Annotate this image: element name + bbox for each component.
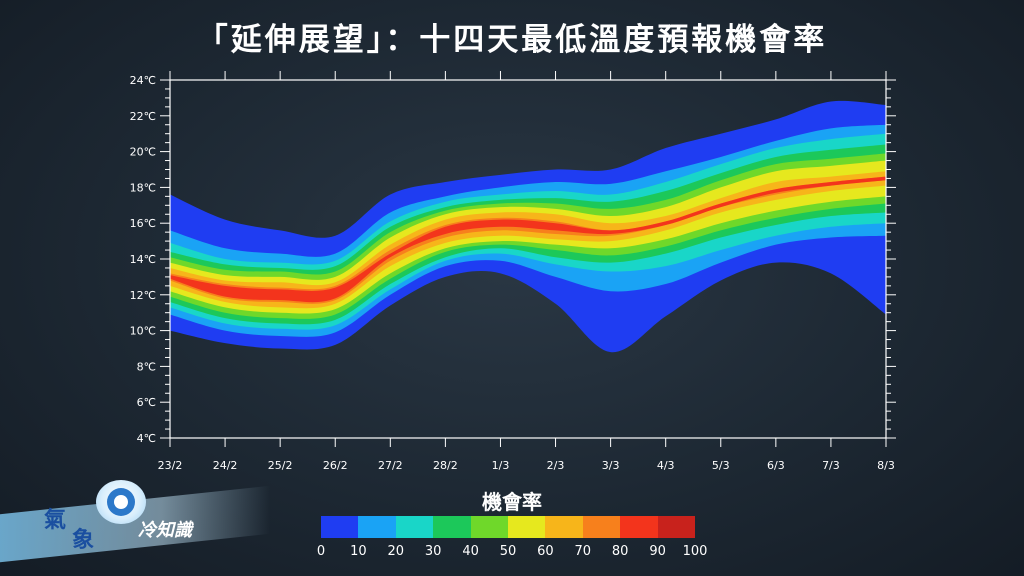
x-tick-label: 27/2 (378, 459, 403, 472)
legend-swatch (395, 516, 434, 538)
x-tick-label: 2/3 (547, 459, 565, 472)
y-tick-label: 22℃ (130, 110, 156, 123)
logo-text-a: 氣 (44, 507, 67, 533)
x-tick-label: 8/3 (877, 459, 895, 472)
x-tick-label: 5/3 (712, 459, 730, 472)
legend-label: 0 (316, 544, 326, 559)
y-tick-label: 4℃ (137, 432, 156, 445)
legend-title: 機會率 (482, 490, 542, 514)
x-tick-label: 1/3 (492, 459, 510, 472)
y-tick-label: 18℃ (130, 181, 156, 194)
color-legend (321, 516, 696, 538)
legend-swatch (470, 516, 509, 538)
legend-label: 100 (682, 544, 708, 559)
x-tick-label: 4/3 (657, 459, 675, 472)
y-tick-label: 10℃ (130, 325, 156, 338)
probability-band-70 (170, 171, 886, 309)
legend-swatch (433, 516, 471, 538)
legend-swatch (620, 516, 658, 538)
y-tick-label: 24℃ (130, 74, 156, 87)
logo: 氣 象 冷知識 (0, 470, 280, 576)
x-tick-label: 26/2 (323, 459, 348, 472)
legend-swatch (657, 516, 696, 538)
legend-label: 50 (499, 544, 517, 559)
y-tick-label: 20℃ (130, 146, 156, 159)
y-tick-label: 12℃ (130, 289, 156, 302)
legend-label: 30 (424, 544, 442, 559)
x-tick-label: 3/3 (602, 459, 620, 472)
x-tick-label: 7/3 (822, 459, 840, 472)
chart-title: 「延伸展望」：十四天最低溫度預報機會率 (196, 22, 828, 58)
y-tick-label: 6℃ (137, 396, 156, 409)
legend-label: 60 (537, 544, 554, 559)
x-tick-label: 23/2 (158, 459, 183, 472)
legend-label: 80 (611, 544, 629, 559)
swirl-icon-center (114, 495, 128, 509)
legend-label: 40 (462, 544, 479, 559)
legend-swatch (582, 516, 621, 538)
logo-text-c: 冷知識 (138, 520, 192, 541)
logo-text-b: 象 (72, 527, 95, 553)
y-tick-label: 16℃ (130, 217, 156, 230)
legend-swatch (358, 516, 396, 538)
y-tick-label: 14℃ (130, 253, 156, 266)
y-tick-label: 8℃ (137, 360, 156, 373)
x-tick-label: 28/2 (433, 459, 458, 472)
legend-label: 10 (350, 544, 367, 559)
probability-band-90 (170, 176, 886, 303)
x-tick-label: 6/3 (767, 459, 785, 472)
legend-swatch (321, 516, 359, 538)
legend-label: 70 (574, 544, 592, 559)
legend-labels: 0 10 20 30 40 50 60 70 80 90 100 (0, 544, 1024, 564)
legend-swatch (508, 516, 546, 538)
x-tick-label: 25/2 (268, 459, 293, 472)
legend-label: 90 (649, 544, 666, 559)
legend-swatch (545, 516, 583, 538)
legend-label: 20 (387, 544, 405, 559)
x-tick-label: 24/2 (213, 459, 238, 472)
